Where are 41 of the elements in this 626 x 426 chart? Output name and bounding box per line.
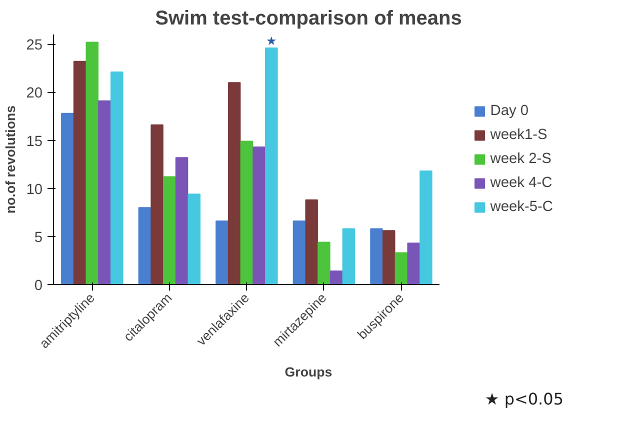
legend-label: week 2-S (490, 151, 552, 167)
bar (188, 194, 201, 284)
bar (175, 157, 188, 284)
bar (138, 207, 152, 284)
x-axis-title: Groups (284, 364, 332, 380)
bar (228, 82, 241, 284)
bar (394, 252, 408, 284)
bar (110, 72, 124, 284)
bar (382, 230, 396, 284)
bar (98, 100, 111, 284)
y-tick-label: 5 (34, 230, 43, 246)
y-tick-label: 20 (26, 86, 43, 102)
y-axis-title: no.of revolutions (3, 105, 18, 214)
legend-label: week 4-C (490, 175, 552, 191)
text: ★ p<0.05 (484, 390, 564, 408)
bar (163, 176, 176, 284)
bar (292, 220, 306, 284)
legend-label: week1-S (490, 127, 548, 143)
chart-title: Swim test-comparison of means (155, 8, 462, 30)
bar (216, 220, 228, 284)
y-tick-label: 15 (26, 134, 43, 150)
bar (342, 228, 356, 284)
bar (150, 124, 164, 284)
legend-label: Day 0 (490, 103, 529, 119)
bar (252, 146, 266, 284)
bar (330, 270, 343, 284)
legend-label: week-5-C (490, 199, 553, 215)
bar (420, 170, 432, 284)
y-tick-label: 10 (26, 182, 43, 198)
bar (240, 140, 254, 284)
y-tick-label: 0 (34, 278, 43, 294)
bar (305, 199, 318, 284)
y-tick-label: 25 (26, 38, 43, 54)
annotation: ★ (266, 34, 277, 48)
bar (407, 242, 420, 284)
bar (61, 112, 74, 284)
bar (86, 42, 99, 284)
bar (318, 242, 330, 284)
bar (265, 47, 278, 284)
bar (370, 228, 383, 284)
bar (73, 60, 86, 284)
